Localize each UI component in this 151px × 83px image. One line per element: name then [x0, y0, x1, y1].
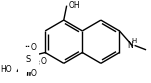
Text: O: O — [30, 43, 36, 52]
Text: S: S — [26, 55, 31, 64]
Text: O: O — [30, 69, 36, 78]
Text: H: H — [132, 38, 137, 44]
Text: OH: OH — [68, 1, 80, 10]
Text: O: O — [41, 57, 46, 66]
Text: HO: HO — [0, 65, 12, 74]
Text: N: N — [128, 41, 133, 50]
